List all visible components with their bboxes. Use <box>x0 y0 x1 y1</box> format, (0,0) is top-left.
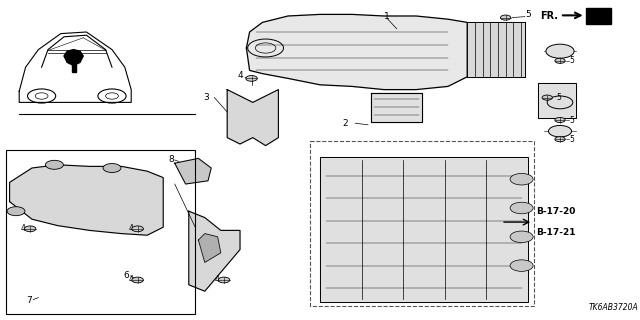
Circle shape <box>547 96 573 109</box>
Polygon shape <box>586 8 611 24</box>
Text: 4: 4 <box>20 224 26 233</box>
Text: B-17-20: B-17-20 <box>536 207 576 216</box>
Text: 5: 5 <box>557 93 562 102</box>
Polygon shape <box>64 50 83 66</box>
Circle shape <box>555 137 565 142</box>
Polygon shape <box>538 83 576 118</box>
Text: 2: 2 <box>343 119 348 128</box>
Text: 3: 3 <box>204 93 209 102</box>
Circle shape <box>555 58 565 63</box>
Polygon shape <box>320 157 528 302</box>
Text: 5: 5 <box>525 10 531 19</box>
Text: 6: 6 <box>124 271 129 280</box>
Polygon shape <box>246 14 467 90</box>
Circle shape <box>548 125 572 137</box>
Circle shape <box>542 95 552 100</box>
Circle shape <box>546 44 574 58</box>
Circle shape <box>246 76 257 81</box>
Circle shape <box>103 164 121 172</box>
Text: 5: 5 <box>570 56 575 65</box>
Circle shape <box>7 207 25 216</box>
Circle shape <box>218 277 230 283</box>
Circle shape <box>500 15 511 20</box>
Circle shape <box>510 231 533 243</box>
Text: 8: 8 <box>168 155 173 164</box>
Text: 4: 4 <box>128 276 133 284</box>
Text: 5: 5 <box>570 135 575 144</box>
Bar <box>310 141 534 306</box>
Text: FR.: FR. <box>540 11 558 21</box>
Bar <box>6 150 195 314</box>
Text: 4: 4 <box>128 224 133 233</box>
Text: 7: 7 <box>26 296 31 305</box>
Circle shape <box>510 260 533 271</box>
Polygon shape <box>175 158 211 184</box>
Circle shape <box>45 160 63 169</box>
Polygon shape <box>189 211 240 291</box>
Text: 5: 5 <box>570 116 575 124</box>
Polygon shape <box>227 90 278 146</box>
Polygon shape <box>72 64 76 72</box>
Circle shape <box>132 226 143 232</box>
Text: TK6AB3720A: TK6AB3720A <box>589 303 639 312</box>
Circle shape <box>555 117 565 123</box>
Polygon shape <box>10 165 163 235</box>
Circle shape <box>132 277 143 283</box>
Text: B-17-21: B-17-21 <box>536 228 576 237</box>
Text: 4: 4 <box>214 276 220 284</box>
Circle shape <box>510 173 533 185</box>
Circle shape <box>24 226 36 232</box>
Polygon shape <box>467 22 525 77</box>
Text: 4: 4 <box>237 71 243 80</box>
Circle shape <box>510 202 533 214</box>
Polygon shape <box>198 234 221 262</box>
Polygon shape <box>371 93 422 122</box>
Text: 1: 1 <box>385 12 390 20</box>
